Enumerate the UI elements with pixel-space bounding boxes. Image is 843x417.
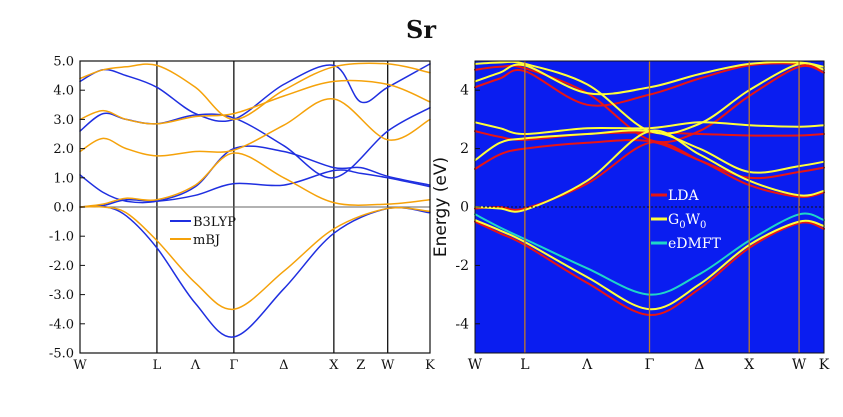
b3lyp-band-3	[79, 145, 431, 204]
b3lyp-band-2	[79, 169, 431, 208]
y-tick-label: 5.0	[53, 55, 74, 70]
y-tick-label: 0	[460, 200, 469, 216]
b3lyp-band-1	[79, 205, 431, 338]
x-tick-label: L	[153, 358, 162, 373]
right-y-axis-label: Energy (eV)	[431, 157, 451, 257]
y-tick-label: 2	[460, 141, 469, 157]
b3lyp-band-5	[79, 63, 431, 123]
mbj-band-5	[79, 62, 431, 121]
x-tick-label: W	[792, 357, 807, 373]
x-tick-label: K	[425, 358, 435, 373]
x-tick-label: Λ	[581, 357, 593, 373]
x-tick-label: W	[381, 358, 395, 373]
left-legend: B3LYP mBJ	[170, 215, 236, 248]
legend-label-b3lyp: B3LYP	[193, 215, 236, 230]
x-tick-label: W	[73, 358, 87, 373]
y-tick-label: 1.0	[53, 171, 74, 186]
y-tick-label: 3.0	[53, 113, 74, 128]
x-tick-label: W	[468, 357, 483, 373]
y-tick-label: 0.0	[53, 201, 74, 216]
mbj-band-1	[79, 205, 431, 310]
y-tick-label: -1.0	[49, 230, 74, 245]
right-legend: LDA G0W0 eDMFT	[651, 188, 722, 252]
y-tick-label: -2.0	[49, 259, 74, 274]
y-tick-label: 2.0	[53, 142, 74, 157]
x-tick-label: L	[520, 357, 529, 373]
mbj-band-4	[79, 79, 431, 125]
legend-label-lda: LDA	[668, 188, 700, 204]
legend-label-mbj: mBJ	[193, 233, 220, 248]
y-tick-label: -4	[455, 316, 469, 332]
x-tick-label: Δ	[279, 358, 288, 373]
y-tick-label: 4.0	[53, 84, 74, 99]
y-tick-label: -3.0	[49, 288, 74, 303]
legend-label-g0w0: G0W0	[668, 212, 706, 231]
b3lyp-band-4	[79, 106, 431, 179]
y-tick-label: 4	[460, 83, 469, 99]
x-tick-label: Z	[356, 358, 365, 373]
x-tick-label: Λ	[190, 358, 201, 373]
mbj-band-2	[79, 152, 431, 208]
mbj-band-3	[79, 98, 431, 157]
x-tick-label: X	[329, 358, 339, 373]
figure-title: Sr	[406, 15, 436, 44]
y-tick-label: -4.0	[49, 317, 74, 332]
x-tick-label: Γ	[645, 357, 655, 373]
x-tick-label: K	[819, 357, 830, 373]
g0w0-band-2	[474, 129, 825, 213]
legend-label-edmft: eDMFT	[668, 236, 722, 252]
left-band-plot: 5.0 4.0 3.0 2.0 1.0 0.0 -1.0 -2.0 -3.0 -4.0 -5.0 W…	[49, 55, 435, 374]
x-tick-label: X	[744, 357, 754, 373]
y-tick-label: -2	[455, 258, 469, 274]
x-tick-label: Γ	[229, 358, 238, 373]
x-tick-label: Δ	[694, 357, 704, 373]
y-tick-label: -5.0	[49, 347, 74, 362]
